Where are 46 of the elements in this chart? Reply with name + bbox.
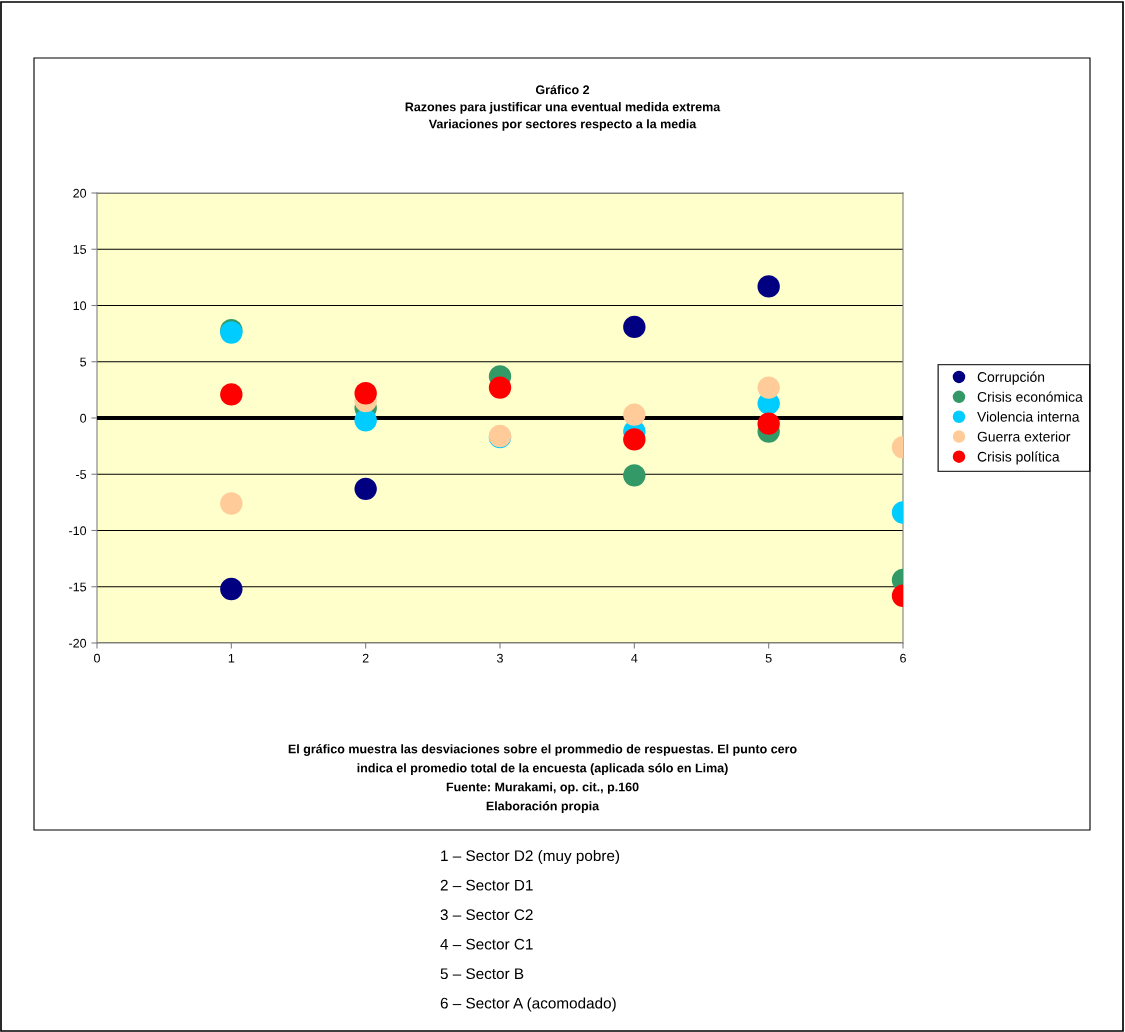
- y-tick-label: 10: [73, 301, 87, 311]
- text: indica el promedio total de la encuesta (aplicada sólo en Lima): [357, 763, 728, 775]
- text: Elaboración propia: [486, 801, 600, 813]
- x-tick-label: 1: [228, 653, 235, 663]
- point: [354, 409, 377, 432]
- legend-label: Guerra exterior: [977, 431, 1071, 442]
- point: [354, 477, 377, 501]
- source-note: Fuente: Murakami, op. cit., p.160: [446, 782, 639, 794]
- legend-label: Corrupción: [977, 371, 1045, 385]
- text: 1 – Sector D2 (muy pobre): [441, 849, 620, 865]
- y-tick-label: 0: [80, 413, 87, 423]
- point: [623, 428, 646, 451]
- legend-label: Crisis política: [977, 451, 1060, 465]
- point: [488, 376, 512, 399]
- point: [220, 383, 243, 406]
- y-tick-label: -20: [69, 638, 87, 648]
- x-tick-label: 0: [94, 653, 100, 663]
- chart-title: Gráfico 2 Razones para justificar una eventual medida extrema Variaciones por sectores respecto a la media: [405, 84, 721, 131]
- x-tick-label: 6: [900, 653, 906, 663]
- point: [220, 577, 243, 601]
- point: [623, 315, 646, 339]
- x-tick-label: 2: [362, 653, 369, 663]
- y-tick-label: 5: [80, 357, 87, 367]
- point: [757, 412, 780, 435]
- y-tick-label: -10: [69, 526, 87, 536]
- y-tick-label: -15: [69, 582, 87, 592]
- point: [757, 275, 780, 298]
- text: 5 – Sector B: [440, 968, 524, 980]
- x-tick-label: 4: [631, 653, 638, 663]
- legend-label: Crisis económica: [977, 391, 1083, 402]
- text: 6 – Sector A (acomodado): [440, 997, 616, 1012]
- point: [623, 464, 646, 487]
- point: [220, 492, 243, 515]
- y-tick-label: -5: [76, 470, 87, 479]
- x-tick-label: 5: [765, 653, 772, 663]
- y-tick-label: 20: [73, 188, 87, 198]
- point: [354, 382, 377, 405]
- point: [623, 403, 646, 426]
- legend-label: Violencia interna: [977, 411, 1080, 422]
- y-tick-label: 15: [73, 245, 87, 254]
- text: 2 – Sector D1: [440, 879, 533, 891]
- text: 3 – Sector C2: [440, 909, 533, 921]
- text: El gráfico muestra las desviaciones sobre el prommedio de respuestas. El punto cero: [288, 744, 797, 756]
- x-tick-label: 3: [497, 653, 503, 663]
- point: [757, 376, 780, 399]
- text: 4 – Sector C1: [440, 938, 533, 950]
